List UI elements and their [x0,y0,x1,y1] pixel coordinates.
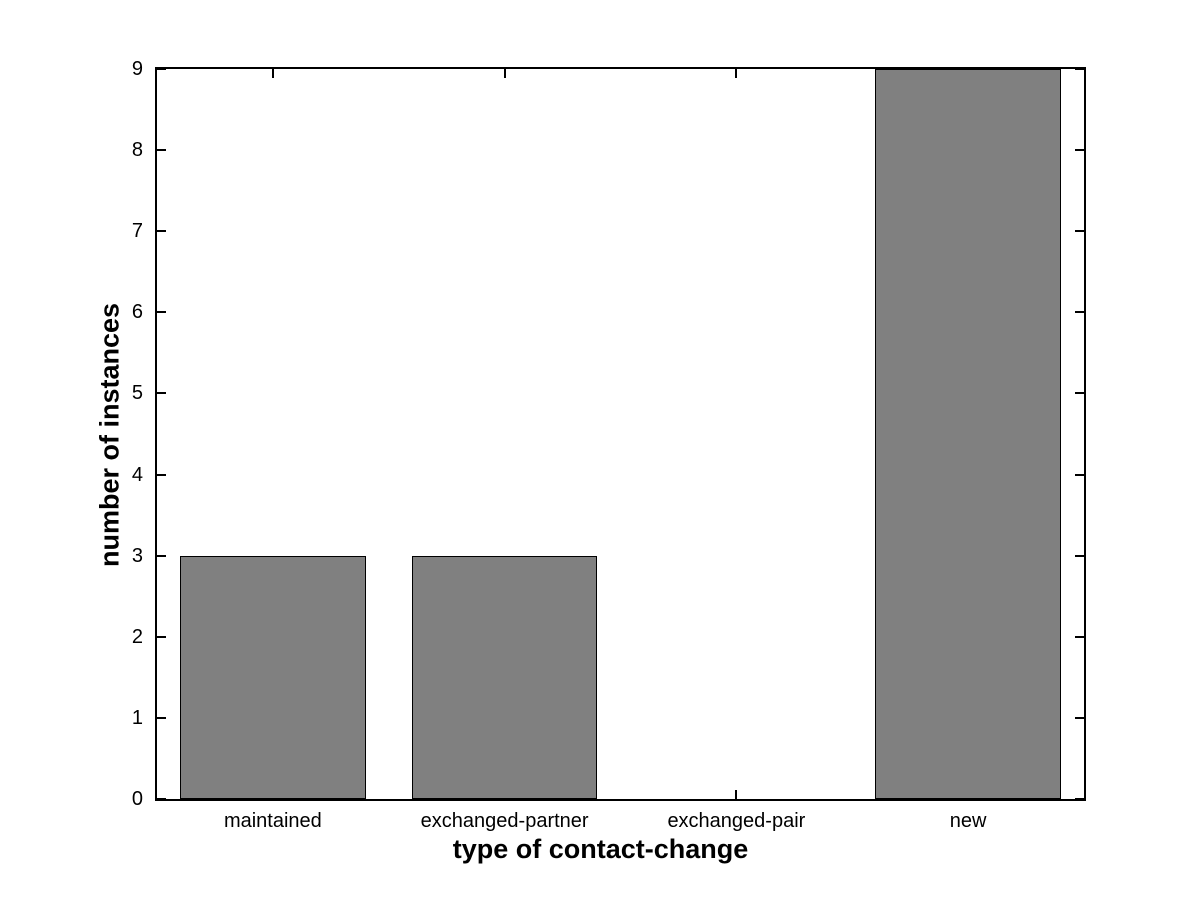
y-tick-label: 3 [131,544,143,567]
x-tick-bottom [735,790,738,799]
y-tick-right [1075,473,1084,476]
y-tick-label: 8 [131,139,143,162]
y-tick-right [1075,311,1084,314]
y-tick-left [157,716,166,719]
plot-area [155,67,1086,801]
y-tick-label: 1 [131,706,143,729]
y-tick-right [1075,230,1084,233]
y-tick-left [157,230,166,233]
y-tick-right [1075,68,1084,70]
y-tick-label: 9 [131,58,143,80]
y-tick-right [1075,798,1084,800]
y-tick-label: 7 [131,220,143,243]
y-tick-label: 4 [131,463,143,486]
y-tick-label: 0 [131,788,143,810]
x-tick-label-exchanged-pair: exchanged-pair [667,810,806,832]
x-tick-label-maintained: maintained [223,810,322,832]
y-tick-left [157,635,166,638]
bar-maintained [180,555,366,799]
bar-exchanged-partner [411,555,598,799]
x-tick-top [735,69,738,78]
y-tick-label: 6 [131,301,143,324]
y-tick-label: 2 [131,625,143,648]
y-tick-right [1075,635,1084,638]
x-tick-top [503,69,506,78]
x-tick-label-new: new [949,810,987,832]
y-tick-label: 5 [131,382,143,405]
y-axis-label: number of instances [94,302,125,568]
x-axis-label: type of contact-change [452,834,749,864]
x-tick-label-exchanged-partner: exchanged-partner [420,810,589,832]
y-tick-left [157,554,166,557]
y-tick-left [157,473,166,476]
y-tick-left [157,311,166,314]
y-tick-left [157,392,166,395]
x-tick-top [271,69,274,78]
y-tick-right [1075,392,1084,395]
y-tick-right [1075,149,1084,152]
y-tick-left [157,149,166,152]
y-tick-left [157,68,166,70]
bar-new [875,69,1061,799]
y-tick-right [1075,716,1084,719]
y-tick-right [1075,554,1084,557]
y-tick-left [157,798,166,800]
